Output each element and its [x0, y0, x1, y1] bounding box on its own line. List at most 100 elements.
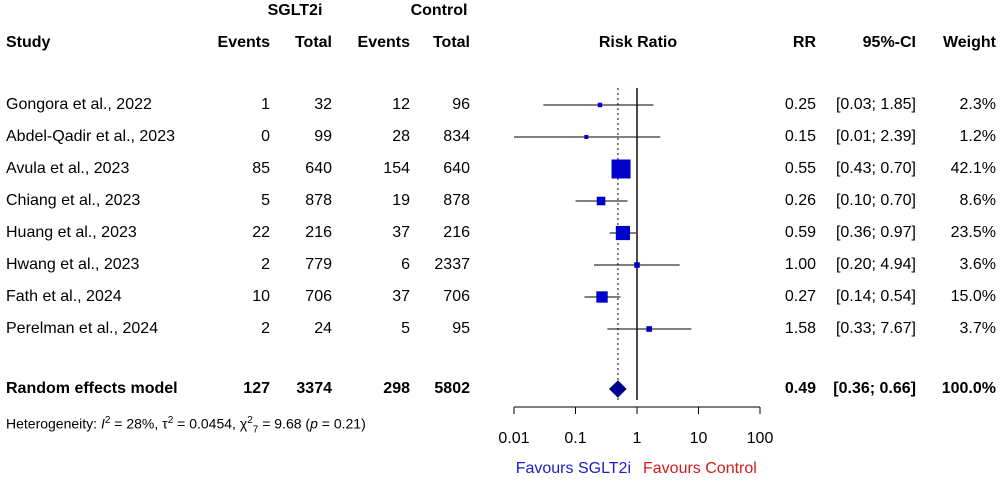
chi-value: = 9.68 ( — [258, 415, 311, 432]
events-sglt2i: 5 — [261, 192, 270, 209]
chi-subscript: 7 — [252, 424, 259, 436]
study-estimate-square — [646, 326, 653, 332]
x-tick-label: 0.1 — [564, 430, 586, 447]
p-value: = 0.21) — [317, 415, 366, 432]
study-estimate-square — [596, 291, 608, 303]
header-risk-ratio: Risk Ratio — [598, 34, 678, 51]
header-events-sglt2i: Events — [217, 34, 270, 51]
events-sglt2i: 22 — [252, 224, 270, 241]
study-name: Abdel-Qadir et al., 2023 — [6, 128, 175, 145]
summary-total-control: 5802 — [434, 380, 470, 397]
total-sglt2i: 779 — [305, 256, 332, 273]
ci-value: [0.03; 1.85] — [835, 96, 916, 113]
weight-value: 15.0% — [950, 288, 996, 305]
summary-rr: 0.49 — [784, 380, 816, 397]
i2-superscript: 2 — [104, 415, 111, 426]
favours-sglt2i-label: Favours SGLT2i — [516, 460, 631, 477]
events-sglt2i: 0 — [261, 128, 270, 145]
events-sglt2i: 2 — [261, 320, 270, 337]
study-estimate-square — [597, 102, 603, 108]
study-estimate-square — [584, 135, 589, 139]
events-control: 37 — [392, 224, 410, 241]
events-control: 154 — [383, 160, 410, 177]
pooled-diamond — [608, 380, 627, 398]
x-tick-label: 10 — [690, 430, 708, 447]
weight-value: 23.5% — [950, 224, 996, 241]
tau-superscript: 2 — [167, 415, 174, 426]
total-control: 878 — [443, 192, 470, 209]
events-sglt2i: 10 — [252, 288, 270, 305]
ci-value: [0.01; 2.39] — [835, 128, 916, 145]
weight-value: 1.2% — [959, 128, 996, 145]
total-sglt2i: 32 — [314, 96, 332, 113]
tau-symbol: τ — [162, 415, 168, 432]
study-estimate-square — [596, 196, 606, 206]
p-symbol: p — [310, 415, 318, 432]
rr-value: 0.55 — [784, 160, 816, 177]
summary-name: Random effects model — [6, 380, 178, 397]
i2-symbol: I — [100, 415, 105, 432]
total-control: 95 — [452, 320, 470, 337]
total-control: 216 — [443, 224, 470, 241]
rr-value: 0.26 — [784, 192, 816, 209]
events-control: 28 — [392, 128, 410, 145]
ci-value: [0.33; 7.67] — [835, 320, 916, 337]
rr-value: 0.27 — [784, 288, 816, 305]
header-events-control: Events — [357, 34, 410, 51]
total-sglt2i: 99 — [314, 128, 332, 145]
weight-value: 8.6% — [959, 192, 996, 209]
rr-value: 1.00 — [784, 256, 816, 273]
study-name: Hwang et al., 2023 — [6, 256, 140, 273]
study-name: Gongora et al., 2022 — [6, 96, 152, 113]
rr-value: 1.58 — [784, 320, 816, 337]
weight-value: 3.6% — [959, 256, 996, 273]
header-study: Study — [6, 34, 51, 51]
ci-value: [0.36; 0.97] — [835, 224, 916, 241]
summary-events-control: 298 — [383, 380, 410, 397]
total-control: 834 — [443, 128, 470, 145]
rr-value: 0.15 — [784, 128, 816, 145]
favours-control-label: Favours Control — [643, 460, 757, 477]
weight-value: 2.3% — [959, 96, 996, 113]
i2-value: = 28%, — [110, 415, 163, 432]
study-name: Fath et al., 2024 — [6, 288, 122, 305]
weight-value: 3.7% — [959, 320, 996, 337]
total-sglt2i: 216 — [305, 224, 332, 241]
total-control: 2337 — [434, 256, 470, 273]
total-control: 96 — [452, 96, 470, 113]
header-total-sglt2i: Total — [294, 34, 332, 51]
events-control: 5 — [401, 320, 410, 337]
study-estimate-square — [615, 225, 631, 241]
header-weight: Weight — [942, 34, 996, 51]
events-control: 37 — [392, 288, 410, 305]
events-sglt2i: 2 — [261, 256, 270, 273]
weight-value: 42.1% — [950, 160, 996, 177]
chi-superscript: 2 — [247, 415, 253, 426]
rr-value: 0.25 — [784, 96, 816, 113]
tau-value: = 0.0454, — [173, 415, 240, 432]
summary-weight: 100.0% — [941, 380, 996, 397]
total-sglt2i: 24 — [314, 320, 332, 337]
events-control: 6 — [401, 256, 410, 273]
study-name: Avula et al., 2023 — [6, 160, 130, 177]
study-name: Huang et al., 2023 — [6, 224, 137, 241]
x-tick-label: 1 — [633, 430, 642, 447]
events-control: 19 — [392, 192, 410, 209]
total-sglt2i: 640 — [305, 160, 332, 177]
group-control-label: Control — [410, 2, 468, 19]
total-control: 640 — [443, 160, 470, 177]
ci-value: [0.43; 0.70] — [835, 160, 916, 177]
total-control: 706 — [443, 288, 470, 305]
events-sglt2i: 1 — [261, 96, 270, 113]
heterogeneity-prefix: Heterogeneity: — [6, 415, 101, 432]
study-estimate-square — [611, 159, 631, 179]
group-sglt2i-label: SGLT2i — [267, 2, 323, 19]
x-tick-label: 100 — [747, 430, 774, 447]
ci-value: [0.20; 4.94] — [835, 256, 916, 273]
total-sglt2i: 878 — [305, 192, 332, 209]
header-total-control: Total — [432, 34, 470, 51]
ci-value: [0.14; 0.54] — [835, 288, 916, 305]
total-sglt2i: 706 — [305, 288, 332, 305]
study-name: Chiang et al., 2023 — [6, 192, 141, 209]
